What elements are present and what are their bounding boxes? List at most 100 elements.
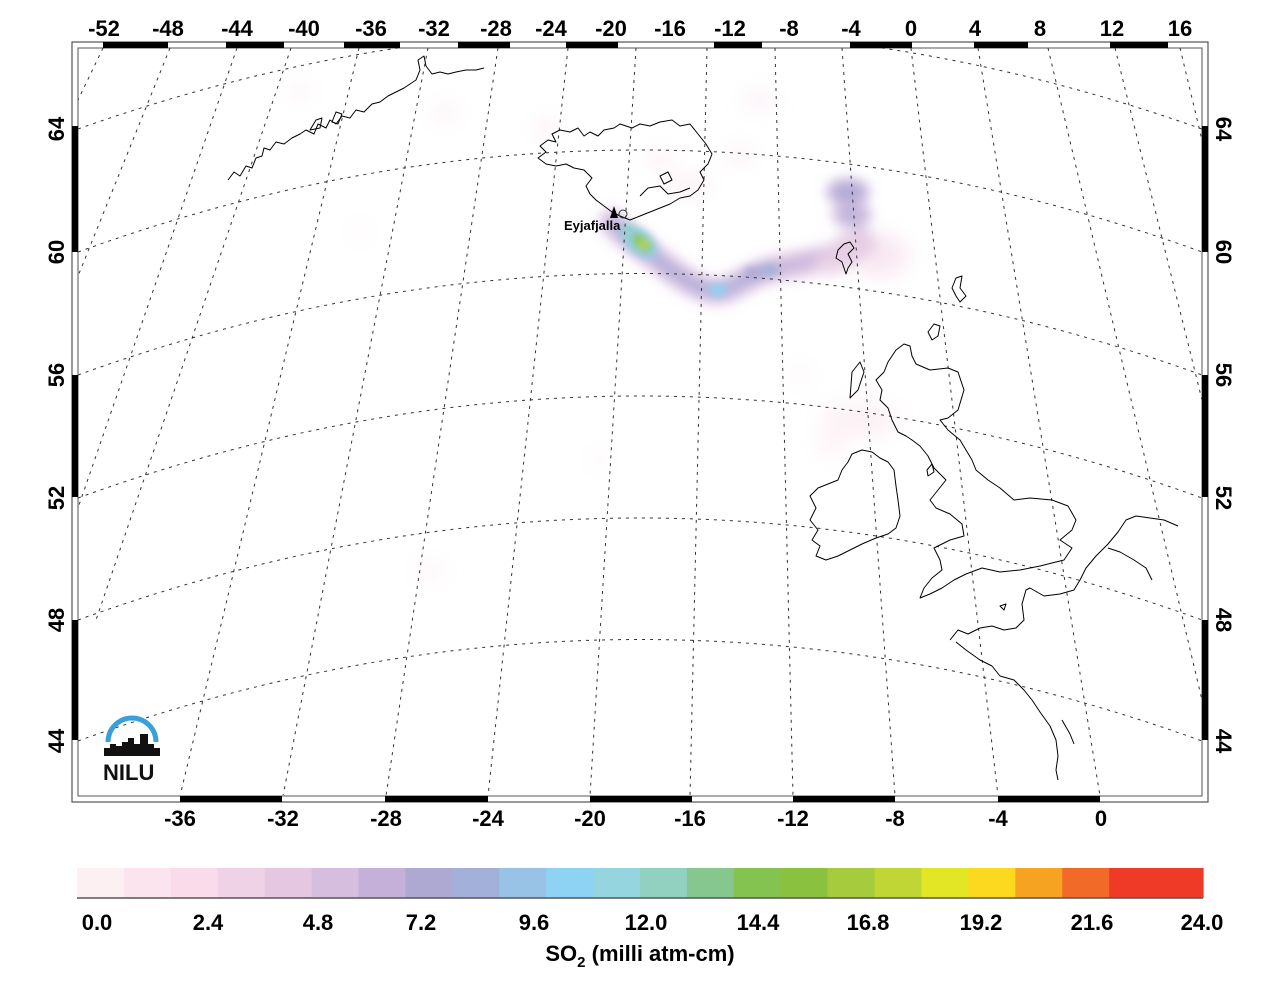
volcano-marker: Eyjafjalla: [564, 206, 628, 233]
so2-plume: [288, 86, 908, 578]
colorbar-tick-labels: 0.0 2.4 4.8 7.2 9.6 12.0 14.4 16.8 19.2 …: [82, 910, 1224, 935]
colorbar: [77, 868, 1204, 898]
bottom-lon-labels: -36 -32 -28 -24 -20 -16 -12 -8 -4 0: [164, 806, 1107, 831]
map-frame: [71, 41, 1209, 803]
svg-text:12.0: 12.0: [625, 910, 668, 935]
bottom-axis-bar: [180, 796, 1100, 802]
svg-text:-24: -24: [472, 806, 505, 831]
svg-text:60: 60: [44, 240, 69, 264]
svg-text:-28: -28: [370, 806, 402, 831]
colorbar-swatch: [593, 868, 641, 898]
colorbar-swatch: [921, 868, 970, 898]
svg-text:8: 8: [1034, 16, 1046, 41]
ireland-coast: [809, 449, 901, 561]
svg-text:16.8: 16.8: [847, 910, 890, 935]
svg-text:4: 4: [969, 16, 982, 41]
svg-text:64: 64: [1211, 117, 1236, 142]
svg-text:-36: -36: [355, 16, 387, 41]
colorbar-swatch: [405, 868, 453, 898]
colorbar-swatch: [1156, 868, 1204, 898]
left-axis-bar: [72, 126, 78, 740]
france-coast: [949, 515, 1179, 641]
svg-text:-48: -48: [152, 16, 184, 41]
colorbar-swatch: [640, 868, 688, 898]
right-axis-bar: [1202, 126, 1208, 740]
colorbar-title: SO2 (milli atm-cm): [545, 941, 734, 971]
svg-text:24.0: 24.0: [1181, 910, 1224, 935]
svg-text:44: 44: [1211, 729, 1236, 754]
colorbar-swatch: [123, 868, 172, 898]
svg-text:-32: -32: [418, 16, 450, 41]
svg-text:-8: -8: [779, 16, 799, 41]
svg-text:21.6: 21.6: [1071, 910, 1114, 935]
colorbar-swatch: [311, 868, 360, 898]
svg-text:16: 16: [1168, 16, 1192, 41]
shetland-coast: [951, 275, 967, 303]
svg-text:56: 56: [1211, 363, 1236, 387]
svg-text:-40: -40: [288, 16, 320, 41]
svg-text:0: 0: [1095, 806, 1107, 831]
colorbar-swatch: [827, 868, 876, 898]
top-lon-labels: -52 -48 -44 -40 -36 -32 -28 -24 -20 -16 …: [88, 16, 1192, 41]
great-britain-coast: [875, 343, 1077, 599]
svg-text:-20: -20: [595, 16, 627, 41]
colorbar-swatch: [733, 868, 782, 898]
logo-text: NILU: [103, 760, 154, 785]
colorbar-swatch: [358, 868, 407, 898]
svg-text:-16: -16: [654, 16, 686, 41]
colorbar-swatch: [874, 868, 923, 898]
svg-text:52: 52: [44, 486, 69, 510]
iceland-coast: [537, 119, 713, 221]
colorbar-swatch: [1062, 868, 1110, 898]
svg-text:64: 64: [44, 116, 69, 141]
skyline-icon: [104, 734, 160, 756]
colorbar-swatch: [264, 868, 313, 898]
svg-text:-4: -4: [841, 16, 861, 41]
svg-text:2.4: 2.4: [193, 910, 224, 935]
svg-text:-16: -16: [674, 806, 706, 831]
svg-text:-52: -52: [88, 16, 120, 41]
colorbar-swatch: [217, 868, 266, 898]
colorbar-swatch: [686, 868, 735, 898]
svg-text:-24: -24: [535, 16, 568, 41]
svg-text:-44: -44: [221, 16, 254, 41]
top-axis-bar: [103, 42, 1168, 48]
svg-text:52: 52: [1211, 486, 1236, 510]
right-lat-labels: 64 60 56 52 48 44: [1211, 117, 1236, 754]
greenland-coast: [227, 55, 485, 181]
colorbar-swatch: [1015, 868, 1063, 898]
coastlines: [227, 55, 1179, 781]
svg-text:-8: -8: [885, 806, 905, 831]
colorbar-swatch: [968, 868, 1016, 898]
colorbar-swatch: [77, 868, 125, 898]
svg-text:0.0: 0.0: [82, 910, 113, 935]
nilu-logo: NILU: [103, 715, 160, 785]
svg-text:12: 12: [1100, 16, 1124, 41]
volcano-label: Eyjafjalla: [564, 218, 621, 233]
svg-text:-36: -36: [164, 806, 196, 831]
svg-text:-28: -28: [480, 16, 512, 41]
sky-arc-icon: [105, 715, 159, 743]
left-lat-labels: 64 60 56 52 48 44: [44, 116, 69, 753]
svg-text:-12: -12: [714, 16, 746, 41]
svg-text:48: 48: [1211, 608, 1236, 632]
faroe-coast: [835, 241, 855, 275]
colorbar-swatch: [546, 868, 594, 898]
svg-text:14.4: 14.4: [737, 910, 781, 935]
graticule: [78, 48, 1202, 795]
svg-text:-12: -12: [777, 806, 809, 831]
svg-text:-32: -32: [267, 806, 299, 831]
svg-text:4.8: 4.8: [303, 910, 334, 935]
svg-text:60: 60: [1211, 240, 1236, 264]
svg-text:7.2: 7.2: [406, 910, 437, 935]
svg-text:48: 48: [44, 608, 69, 632]
svg-text:19.2: 19.2: [960, 910, 1003, 935]
colorbar-swatch: [170, 868, 219, 898]
colorbar-swatch: [780, 868, 829, 898]
svg-text:56: 56: [44, 363, 69, 387]
colorbar-swatch: [452, 868, 500, 898]
colorbar-swatch: [499, 868, 547, 898]
svg-text:-4: -4: [988, 806, 1008, 831]
svg-text:0: 0: [905, 16, 917, 41]
svg-text:9.6: 9.6: [519, 910, 550, 935]
